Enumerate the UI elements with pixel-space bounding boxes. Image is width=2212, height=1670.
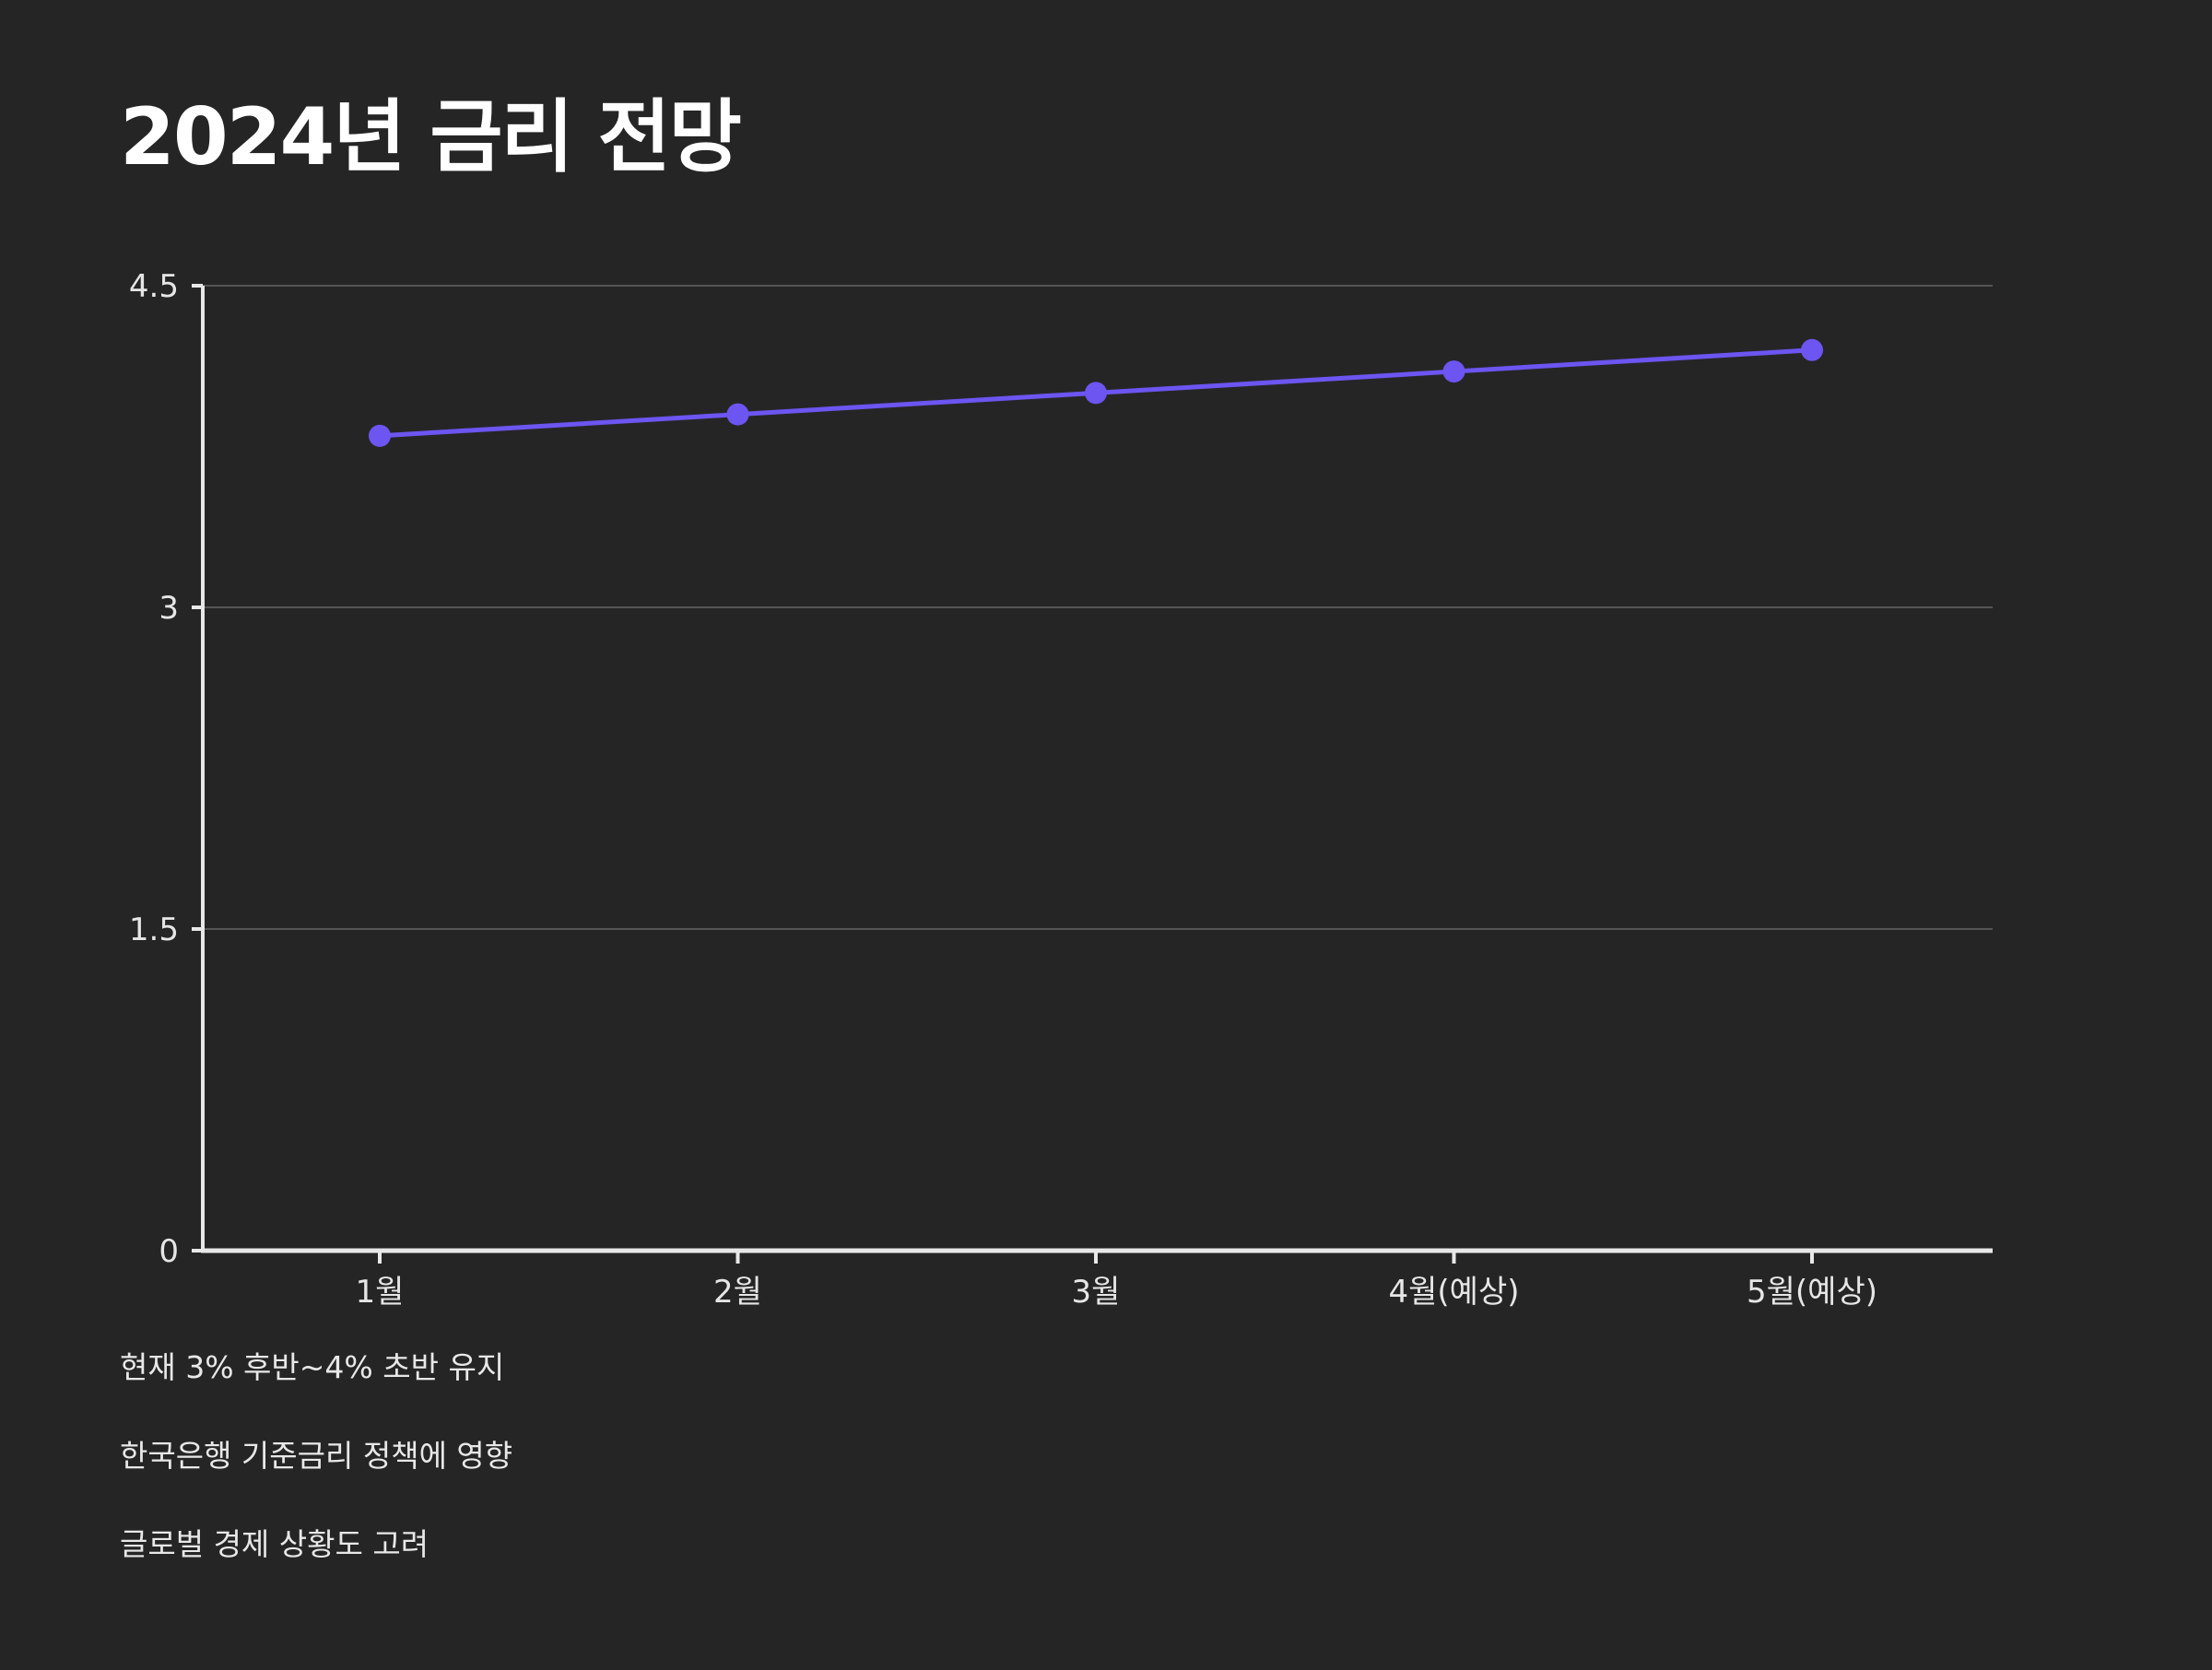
data-point (369, 424, 391, 447)
x-tick-label: 4월(예상) (1388, 1274, 1519, 1311)
notes-list: 현재 3% 후반~4% 초반 유지 한국은행 기준금리 정책에 영향 글로벌 경… (120, 1347, 512, 1613)
line-chart: 4.5 3 1.5 0 1월 2월 3월 4월(예상) 5월(예상) (129, 268, 1993, 1311)
data-point (1442, 360, 1465, 383)
chart-title: 2024년 금리 전망 (120, 91, 742, 183)
y-tick-label: 3 (159, 590, 179, 627)
note-item: 한국은행 기준금리 정책에 영향 (120, 1438, 513, 1474)
y-tick-label: 4.5 (129, 268, 179, 305)
x-tick-label: 2월 (713, 1274, 762, 1311)
y-axis-ticks: 4.5 3 1.5 0 (129, 268, 203, 1270)
data-point (1085, 382, 1107, 405)
x-tick-label: 1월 (356, 1274, 405, 1311)
gridlines (203, 285, 1993, 930)
data-point (726, 403, 749, 426)
data-point (1801, 338, 1823, 361)
x-tick-label: 3월 (1072, 1274, 1121, 1311)
note-item: 글로벌 경제 상황도 고려 (120, 1526, 429, 1562)
x-axis-ticks: 1월 2월 3월 4월(예상) 5월(예상) (356, 1251, 1877, 1311)
y-tick-label: 1.5 (129, 911, 179, 948)
note-item: 현재 3% 후반~4% 초반 유지 (120, 1349, 505, 1385)
series-rate (369, 338, 1823, 447)
x-tick-label: 5월(예상) (1747, 1274, 1877, 1311)
y-tick-label: 0 (159, 1233, 179, 1270)
